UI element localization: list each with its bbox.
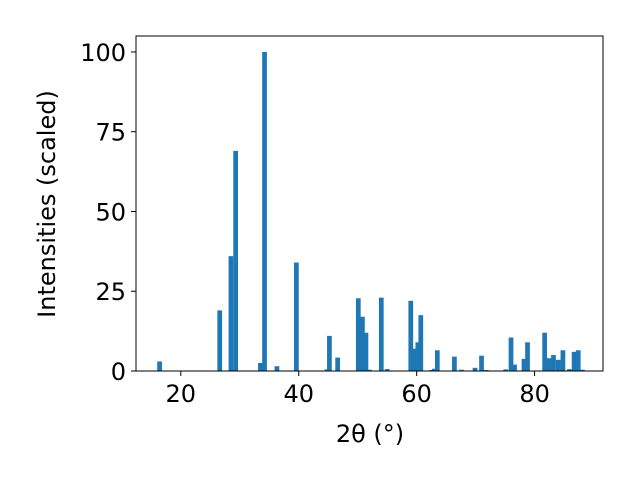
bar: [503, 369, 509, 371]
y-axis-ticks: 0 25 50 75 100: [80, 39, 136, 386]
x-tick-label: 60: [401, 380, 432, 408]
axes-frame: [135, 35, 604, 372]
bar: [360, 316, 365, 371]
bar: [294, 262, 299, 371]
bar: [258, 363, 263, 371]
x-axis-ticks: 20 40 60 80: [166, 371, 550, 408]
x-tick-label: 80: [519, 380, 550, 408]
y-tick-label: 50: [95, 198, 126, 226]
bar: [551, 355, 556, 371]
bar: [459, 369, 464, 371]
bar: [521, 358, 527, 371]
bar: [378, 297, 384, 371]
bar: [580, 369, 585, 371]
bar: [367, 369, 372, 371]
bar: [415, 342, 421, 371]
bar: [560, 350, 566, 371]
bar: [355, 298, 361, 371]
bar: [508, 337, 514, 371]
bar: [327, 335, 332, 371]
bar: [274, 366, 280, 371]
bar: [335, 357, 341, 371]
y-tick-label: 100: [80, 39, 126, 67]
bar: [542, 332, 547, 371]
bar: [452, 356, 457, 371]
bar: [217, 310, 223, 371]
x-tick-label: 40: [283, 380, 314, 408]
x-axis-label: 2θ (°): [336, 420, 404, 448]
bar: [418, 315, 424, 371]
bar: [363, 332, 369, 371]
bar: [555, 359, 561, 371]
bar: [432, 368, 437, 371]
y-axis-label: Intensities (scaled): [33, 90, 61, 318]
bar: [408, 300, 414, 371]
bar: [384, 369, 390, 371]
bar: [525, 342, 530, 371]
bar: [228, 256, 234, 371]
y-tick-label: 0: [111, 358, 126, 386]
bar: [567, 369, 572, 371]
bar: [411, 348, 417, 371]
x-tick-label: 20: [166, 380, 197, 408]
bar: [472, 367, 478, 371]
bar: [434, 350, 440, 371]
bar: [512, 364, 517, 371]
bar: [157, 361, 162, 371]
bar: [479, 355, 484, 371]
bar: [571, 351, 577, 371]
bars-layer: [157, 51, 585, 371]
bar: [262, 51, 267, 371]
y-tick-label: 25: [95, 278, 126, 306]
y-tick-label: 75: [95, 119, 126, 147]
bar: [233, 150, 239, 371]
bar: [546, 358, 552, 371]
bar: [575, 350, 581, 371]
